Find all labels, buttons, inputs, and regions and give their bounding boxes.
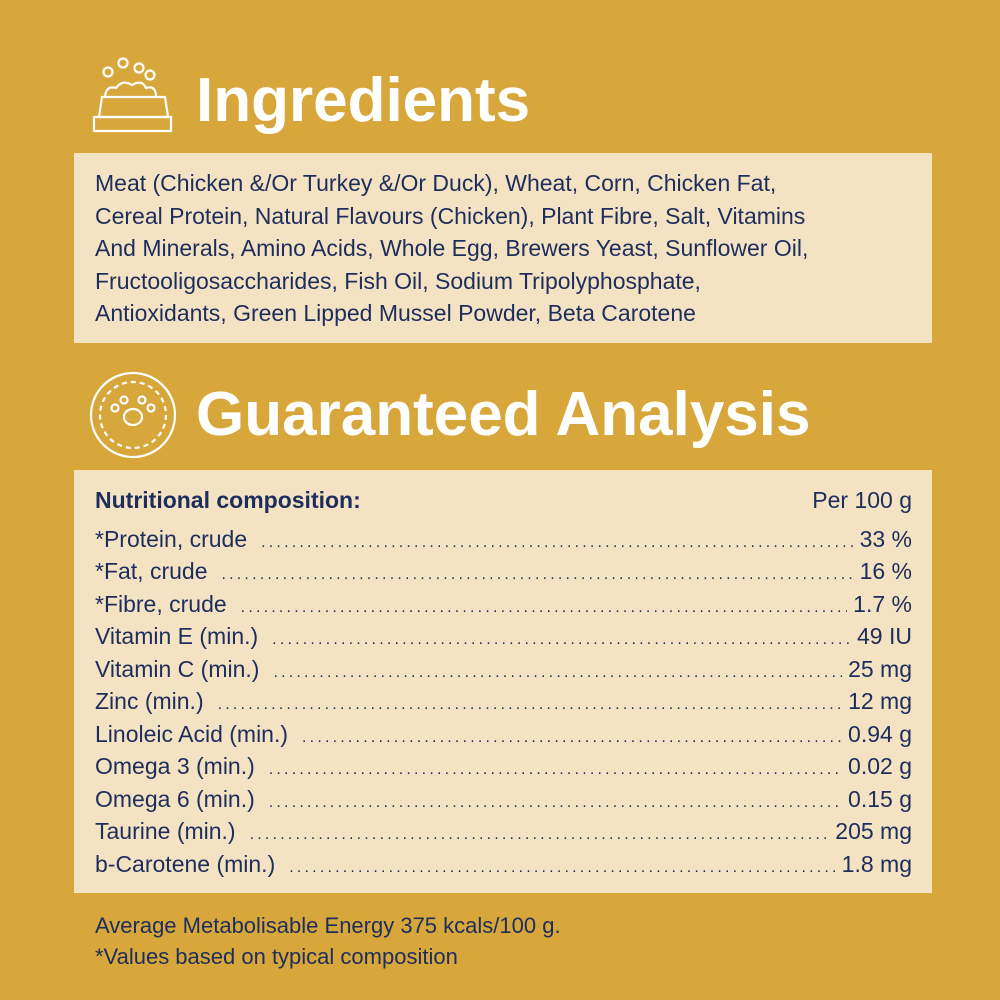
analysis-row: Vitamin C (min.)........................… [95,653,912,686]
dot-leader: ........................................… [249,826,830,843]
nutrient-value: 16 % [859,558,912,584]
analysis-title: Guaranteed Analysis [196,380,811,449]
nutrient-label: *Fat, crude [95,558,208,584]
dot-leader: ........................................… [289,858,835,876]
analysis-row: Omega 6 (min.)..........................… [95,783,912,816]
nutrient-label: Vitamin E (min.) [95,623,259,649]
ingredients-line: Fructooligosaccharides, Fish Oil, Sodium… [95,267,701,294]
nutrient-label: b-Carotene (min.) [95,850,276,877]
analysis-row: Zinc (min.).............................… [95,685,912,718]
analysis-row: Omega 3 (min.)..........................… [95,750,912,783]
nutrient-label: *Fibre, crude [95,590,227,617]
analysis-header-row: Nutritional composition: Per 100 g [95,484,912,517]
nutrient-value: 49 IU [857,623,912,649]
nutrient-value: 1.8 mg [841,850,912,877]
nutrient-value: 0.94 g [848,720,912,747]
nutrient-label: Vitamin C (min.) [95,655,260,682]
analysis-header-value: Per 100 g [812,487,912,513]
nutrient-label: Omega 3 (min.) [95,753,255,779]
nutrient-value: 25 mg [848,655,912,682]
nutrient-label: *Protein, crude [95,525,248,552]
analysis-panel: Nutritional composition: Per 100 g *Prot… [74,470,932,893]
dot-leader: ........................................… [221,566,854,583]
analysis-row: *Protein, crude.........................… [95,523,912,556]
dot-leader: ........................................… [272,631,851,648]
energy-note: Average Metabolisable Energy 375 kcals/1… [95,913,561,938]
dot-leader: ........................................… [273,663,843,681]
nutrient-label: Omega 6 (min.) [95,785,255,812]
dot-leader: ........................................… [302,728,842,746]
ingredients-line: Cereal Protein, Natural Flavours (Chicke… [95,202,806,229]
analysis-row: *Fat, crude.............................… [95,555,912,588]
dot-leader: ........................................… [261,533,853,551]
nutrient-value: 205 mg [835,818,912,844]
dot-leader: ........................................… [240,598,848,616]
nutrient-label: Zinc (min.) [95,688,204,714]
typical-composition-note: *Values based on typical composition [95,944,458,969]
paw-badge-icon [89,371,177,459]
dot-leader: ........................................… [217,696,842,713]
analysis-header-label: Nutritional composition: [95,487,361,513]
nutrient-label: Linoleic Acid (min.) [95,720,289,747]
ingredients-line: And Minerals, Amino Acids, Whole Egg, Br… [95,235,809,261]
ingredients-title: Ingredients [196,66,531,135]
dot-leader: ........................................… [268,793,843,811]
analysis-row: Vitamin E (min.)........................… [95,620,912,653]
nutrient-value: 1.7 % [853,590,912,617]
nutrient-value: 0.15 g [848,785,912,812]
dot-leader: ........................................… [268,761,843,778]
nutrient-value: 12 mg [848,688,912,714]
ingredients-line: Antioxidants, Green Lipped Mussel Powder… [95,300,696,326]
ingredients-line: Meat (Chicken &/Or Turkey &/Or Duck), Wh… [95,170,777,196]
ingredients-panel: Meat (Chicken &/Or Turkey &/Or Duck), Wh… [74,153,932,343]
analysis-row: Linoleic Acid (min.)....................… [95,718,912,751]
analysis-row: b-Carotene (min.).......................… [95,848,912,881]
footer: Average Metabolisable Energy 375 kcals/1… [95,910,561,972]
nutrient-label: Taurine (min.) [95,818,236,844]
analysis-row: *Fibre, crude...........................… [95,588,912,621]
analysis-row: Taurine (min.)..........................… [95,815,912,848]
nutrient-value: 0.02 g [848,753,912,779]
food-bowl-icon [92,57,173,133]
nutrient-value: 33 % [859,525,912,552]
